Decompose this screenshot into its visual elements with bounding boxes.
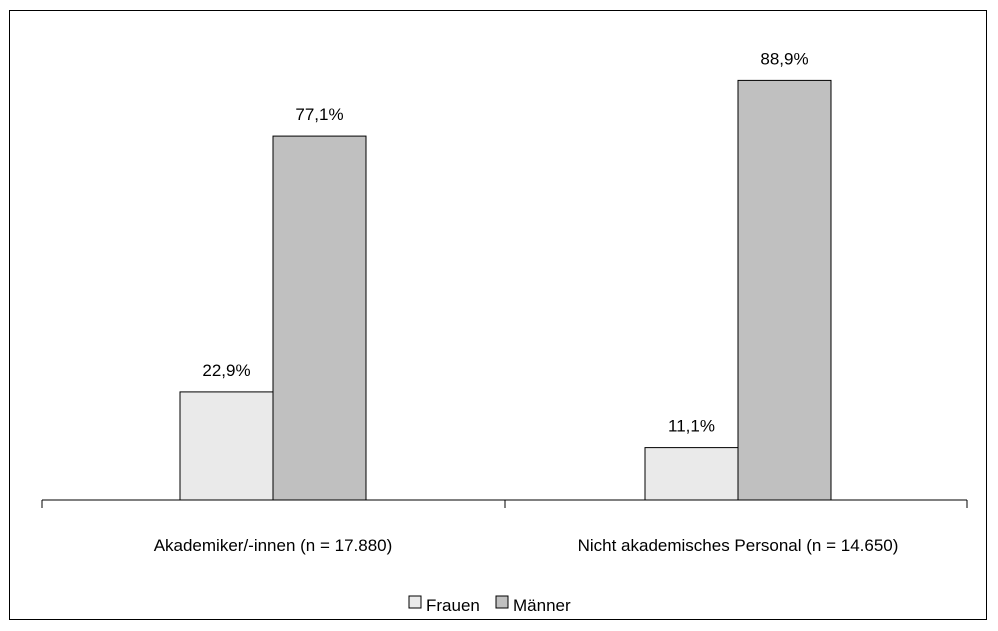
data-label-frauen-1: 11,1% — [668, 417, 715, 436]
bar-maenner-1 — [737, 79, 832, 501]
data-label-maenner-0: 77,1% — [295, 105, 343, 124]
bar-frauen-1 — [644, 447, 739, 501]
data-label-maenner-1: 88,9% — [760, 49, 808, 68]
chart-frame — [9, 10, 987, 620]
x-tick-label-1: Nicht akademisches Personal (n = 14.650) — [578, 536, 899, 555]
bar-frauen-0 — [179, 391, 274, 501]
legend-swatch-maenner — [495, 595, 509, 609]
x-tick-label-0: Akademiker/-innen (n = 17.880) — [154, 536, 393, 555]
legend: Frauen Männer — [408, 595, 571, 615]
legend-label-frauen: Frauen — [426, 596, 480, 615]
data-label-frauen-0: 22,9% — [202, 361, 250, 380]
legend-label-maenner: Männer — [513, 596, 571, 615]
bar-maenner-0 — [272, 135, 367, 501]
legend-swatch-frauen — [408, 595, 422, 609]
